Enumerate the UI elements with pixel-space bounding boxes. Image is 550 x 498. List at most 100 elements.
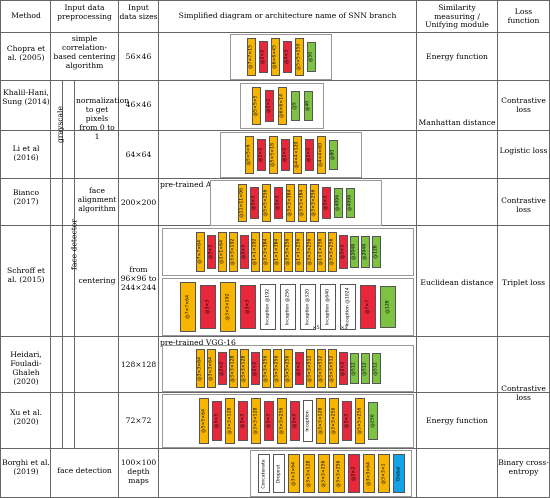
- layer-block-schroff1-7: @1×1×384: [272, 232, 282, 272]
- prep-grayscale: grayscale: [55, 106, 65, 143]
- layer-block-khalil-4: @40: [303, 91, 313, 121]
- layer-label: @11×11×96: [239, 188, 245, 218]
- similarity-energy-xu: Energy function: [426, 416, 488, 425]
- layer-block-li-1: @2×2: [256, 139, 266, 171]
- layer-block-schroff1-12: @3×3×256: [327, 232, 337, 272]
- layer-label: @3×3: [292, 413, 297, 429]
- layer-label: @1×1×64: [219, 240, 225, 264]
- layer-label: @3×3: [340, 244, 346, 260]
- method-khalil: Khalil-Hani, Sung (2014): [2, 88, 50, 106]
- layer-block-li-4: @4×4×120: [292, 136, 302, 174]
- layer-label: @4×3: [284, 49, 290, 65]
- layer-block-xu-4: @3×3×128: [250, 398, 261, 444]
- layer-block-schroff1-1: @3×3: [206, 235, 216, 269]
- layer-label: @3×3×256: [274, 355, 280, 382]
- layer-label: @3×3×384: [263, 238, 269, 266]
- layer-block-li-0: @5×5×6: [244, 136, 254, 174]
- loss-triplet: Triplet loss: [501, 278, 546, 287]
- layer-label: @2×2: [266, 98, 272, 114]
- layer-block-xu-11: @3×3: [341, 401, 352, 441]
- layer-label: @3×3×512: [307, 355, 313, 382]
- layer-label: @3×3×64: [197, 356, 203, 381]
- prep-normalization: normalization to get pixels from 0 to 1: [76, 96, 130, 141]
- layer-label: @3×3×128: [318, 407, 323, 435]
- layer-label: Inception @640: [325, 288, 331, 326]
- loss-contrastive-3: Contrastive loss: [501, 384, 546, 402]
- layer-block-li-6: @4×4×60: [316, 136, 326, 174]
- layer-block-borghi-4: @3×3×256: [317, 454, 330, 493]
- layer-block-schroff2-4: Inception @192: [260, 284, 276, 330]
- layer-block-schroff2-7: Inception @640: [320, 284, 336, 330]
- layer-label: @3×3×1: [381, 462, 386, 485]
- layer-block-schroff2-5: Inception @256: [280, 284, 296, 330]
- layer-label: @6×6×45: [272, 45, 278, 69]
- diagram-schroff-a: @7×7×64 @3×3 @1×1×64 @3×3×192 @3×3 @1×1×192 @3…: [162, 228, 414, 276]
- layer-block-schroff1-0: @7×7×64: [195, 232, 205, 272]
- layer-block-bianco-3: @3×3: [273, 187, 283, 219]
- schroff-mult-5: ×5: [312, 325, 320, 331]
- layer-label: @2×2: [306, 147, 312, 163]
- loss-logistic: Logistic loss: [499, 146, 548, 155]
- layer-label: @80: [330, 149, 336, 161]
- layer-block-xu-2: @3×3×128: [224, 398, 235, 444]
- layer-block-khalil-0: @5×5×5: [251, 87, 261, 125]
- loss-contrastive-1: Contrastive loss: [501, 96, 546, 114]
- size-heidari: 128×128: [120, 360, 157, 369]
- layer-label: @2×2: [258, 147, 264, 163]
- layer-label: @5×5×16: [270, 143, 276, 167]
- diagram-khalil: @5×5×5 @2×2 @6×6×14 @5 @40: [240, 83, 324, 129]
- layer-block-schroff1-8: @3×3×256: [283, 232, 293, 272]
- layer-label: @5: [292, 102, 298, 110]
- layer-block-schroff2-10: @128: [380, 286, 396, 328]
- layer-label: @3×3×128: [227, 407, 232, 435]
- layer-block-xu-1: @3×3: [211, 401, 222, 441]
- layer-label: @2048: [362, 243, 368, 261]
- layer-block-schroff2-9: @7×7: [360, 285, 376, 329]
- layer-block-xu-13: @256: [367, 402, 378, 440]
- layer-label: @1×1×192: [252, 238, 258, 266]
- layer-block-li-3: @2×2: [280, 139, 290, 171]
- header-loss: Loss function: [507, 7, 540, 25]
- layer-label: @3×3×384: [287, 189, 293, 217]
- layer-block-schroff1-13: @3×3: [338, 235, 348, 269]
- layer-label: @128: [373, 245, 379, 259]
- prep-face-detector: face detector: [69, 219, 79, 270]
- layer-label: @3×3: [205, 299, 211, 315]
- layer-block-schroff1-16: @128: [371, 236, 381, 268]
- layer-label: @3×3×128: [306, 460, 311, 487]
- layer-label: @7×7: [365, 299, 371, 315]
- layer-block-schroff1-5: @1×1×192: [250, 232, 260, 272]
- layer-block-borghi-8: @3×3×1: [377, 454, 390, 493]
- layer-label: @7×7×64: [185, 295, 191, 319]
- layer-label: @3×3: [245, 299, 251, 315]
- pretrained-alexnet: pre-trained AlexNet: [160, 180, 237, 189]
- layer-block-schroff1-10: @3×3×256: [305, 232, 315, 272]
- header-method: Method: [11, 11, 41, 20]
- diagram-chopra: @7×7×15 @2×2 @6×6×45 @4×3 @5×5×250 @50: [230, 34, 332, 80]
- layer-block-xu-3: @3×3: [237, 401, 248, 441]
- layer-block-heidari-0: @3×3×64: [195, 349, 205, 388]
- layer-label: @1×1×384: [274, 238, 280, 266]
- layer-block-schroff1-9: @1×1×256: [294, 232, 304, 272]
- layer-label: @5×5×64: [201, 409, 206, 433]
- layer-label: @3×3×256: [285, 355, 291, 382]
- layer-block-khalil-1: @2×2: [264, 90, 274, 122]
- layer-block-bianco-9: @4096: [345, 188, 355, 218]
- layer-label: @3×3×256: [311, 189, 317, 217]
- layer-label: @3×3: [323, 195, 329, 211]
- layer-block-schroff2-8: Inception @1024: [340, 284, 356, 330]
- layer-label: @256: [370, 414, 375, 428]
- layer-block-schroff2-3: @3×3: [240, 285, 256, 329]
- layer-label: Inception: [305, 410, 310, 432]
- size-schroff: from 96×96 to 244×244: [120, 265, 157, 292]
- layer-block-heidari-7: @3×3×256: [272, 349, 282, 388]
- layer-label: @512: [373, 361, 379, 376]
- layer-label: @5×5×5: [253, 95, 259, 117]
- layer-block-borghi-6: @2×2: [347, 454, 360, 493]
- layer-label: @3×3×512: [329, 355, 335, 382]
- layer-label: @3×3×256: [336, 460, 341, 487]
- layer-block-schroff2-6: Inception @320: [300, 284, 316, 330]
- diagram-xu: @5×5×64 @3×3 @3×3×128 @3×3 @3×3×128 @3×3 @3×3×…: [162, 394, 414, 448]
- layer-label: @512: [362, 361, 368, 376]
- layer-label: Global: [396, 466, 401, 481]
